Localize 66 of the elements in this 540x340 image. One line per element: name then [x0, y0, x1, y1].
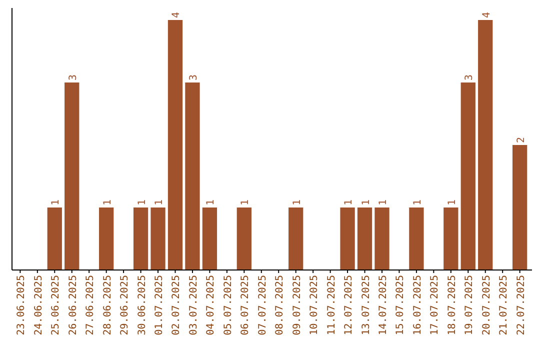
- x-tick-label: 01.07.2025: [154, 275, 166, 336]
- x-tick-label: 18.07.2025: [446, 275, 458, 336]
- x-tick-label: 26.06.2025: [68, 275, 79, 336]
- x-tick-label: 28.06.2025: [102, 275, 114, 336]
- bar: [478, 20, 493, 270]
- bar: [288, 208, 304, 270]
- data-label: 1: [378, 199, 389, 206]
- bar: [460, 82, 476, 270]
- bar: [99, 208, 114, 270]
- x-tick-label: 06.07.2025: [240, 275, 252, 336]
- x-tick-label: 24.06.2025: [33, 275, 44, 336]
- x-tick-label: 09.07.2025: [292, 275, 303, 336]
- data-label: 3: [188, 74, 200, 80]
- data-label: 1: [50, 199, 62, 206]
- bar: [236, 208, 252, 270]
- x-tick-label: 02.07.2025: [171, 275, 182, 336]
- x-tick-label: 13.07.2025: [360, 275, 372, 336]
- data-label: 1: [240, 199, 252, 206]
- x-tick-label: 15.07.2025: [395, 275, 406, 336]
- data-label: 4: [171, 12, 182, 18]
- data-label: 3: [68, 74, 79, 80]
- x-tick-label: 23.06.2025: [16, 275, 28, 336]
- x-tick-label: 20.07.2025: [481, 275, 492, 336]
- bar: [374, 208, 390, 270]
- x-tick-label: 10.07.2025: [309, 275, 320, 336]
- x-tick-label: 12.07.2025: [344, 275, 355, 336]
- data-label: 3: [464, 74, 476, 80]
- data-label: 1: [360, 199, 372, 206]
- bar: [512, 145, 528, 270]
- bar: [409, 208, 424, 270]
- bar: [168, 20, 183, 270]
- x-tick-label: 11.07.2025: [326, 275, 338, 336]
- x-tick-label: 05.07.2025: [222, 275, 234, 336]
- bar: [444, 208, 458, 270]
- x-tick-label: 08.07.2025: [274, 275, 286, 336]
- bar: [185, 82, 200, 270]
- bar: [150, 208, 166, 270]
- x-tick-label: 30.06.2025: [136, 275, 148, 336]
- x-tick-label: 19.07.2025: [464, 275, 476, 336]
- x-tick-label: 25.06.2025: [50, 275, 62, 336]
- x-tick-label: 29.06.2025: [120, 275, 131, 336]
- x-tick-label: 04.07.2025: [206, 275, 217, 336]
- data-label: 1: [344, 199, 355, 206]
- data-label: 1: [136, 199, 148, 206]
- data-label: 2: [516, 136, 527, 143]
- data-label: 1: [446, 199, 458, 206]
- data-label: 4: [481, 12, 492, 18]
- data-label: 1: [154, 199, 166, 206]
- x-tick-label: 17.07.2025: [430, 275, 441, 336]
- bar: [64, 82, 80, 270]
- bar: [340, 208, 355, 270]
- data-label: 1: [102, 199, 114, 206]
- x-tick-label: 27.06.2025: [85, 275, 96, 336]
- data-label: 1: [292, 199, 303, 206]
- data-label: 1: [206, 199, 217, 206]
- x-tick-label: 22.07.2025: [516, 275, 527, 336]
- x-tick-label: 07.07.2025: [257, 275, 268, 336]
- data-label: 1: [412, 199, 424, 206]
- bar: [133, 208, 148, 270]
- bar: [47, 208, 62, 270]
- x-tick-label: 21.07.2025: [498, 275, 510, 336]
- bar: [357, 208, 372, 270]
- x-tick-label: 03.07.2025: [188, 275, 200, 336]
- bar: [202, 208, 218, 270]
- x-tick-label: 16.07.2025: [412, 275, 424, 336]
- x-tick-label: 14.07.2025: [378, 275, 389, 336]
